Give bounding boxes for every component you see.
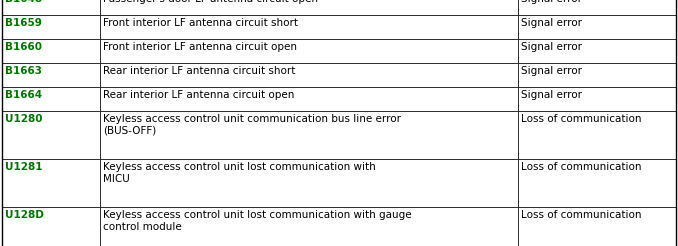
Bar: [518, 0, 676, 15]
Text: Signal error: Signal error: [521, 0, 582, 4]
Text: Keyless access control unit lost communication with gauge
control module: Keyless access control unit lost communi…: [103, 210, 412, 231]
Text: Signal error: Signal error: [521, 66, 582, 76]
Text: B1664: B1664: [5, 90, 42, 100]
Text: Signal error: Signal error: [521, 42, 582, 52]
Text: Rear interior LF antenna circuit short: Rear interior LF antenna circuit short: [103, 66, 296, 76]
Bar: [2, 87, 100, 111]
Bar: [518, 111, 676, 159]
Bar: [2, 63, 100, 87]
Text: U128D: U128D: [5, 210, 44, 220]
Bar: [518, 39, 676, 63]
Bar: [2, 159, 100, 207]
Bar: [518, 15, 676, 39]
Text: Front interior LF antenna circuit short: Front interior LF antenna circuit short: [103, 18, 298, 28]
Bar: [518, 63, 676, 87]
Text: Keyless access control unit communication bus line error
(BUS-OFF): Keyless access control unit communicatio…: [103, 114, 401, 136]
Text: Signal error: Signal error: [521, 18, 582, 28]
Bar: [100, 15, 518, 39]
Text: B1663: B1663: [5, 66, 42, 76]
Bar: [100, 0, 518, 15]
Bar: [100, 39, 518, 63]
Text: Passenger's door LF antenna circuit open: Passenger's door LF antenna circuit open: [103, 0, 318, 4]
Text: U1281: U1281: [5, 162, 43, 172]
Text: U1280: U1280: [5, 114, 43, 124]
Text: Loss of communication: Loss of communication: [521, 162, 641, 172]
Text: Loss of communication: Loss of communication: [521, 210, 641, 220]
Bar: [2, 111, 100, 159]
Bar: [2, 15, 100, 39]
Text: B1660: B1660: [5, 42, 42, 52]
Bar: [2, 207, 100, 246]
Bar: [518, 159, 676, 207]
Bar: [100, 159, 518, 207]
Bar: [100, 111, 518, 159]
Bar: [518, 87, 676, 111]
Bar: [100, 87, 518, 111]
Bar: [100, 63, 518, 87]
Text: Front interior LF antenna circuit open: Front interior LF antenna circuit open: [103, 42, 297, 52]
Bar: [2, 39, 100, 63]
Bar: [2, 0, 100, 15]
Text: Keyless access control unit lost communication with
MICU: Keyless access control unit lost communi…: [103, 162, 376, 184]
Text: Loss of communication: Loss of communication: [521, 114, 641, 124]
Text: Rear interior LF antenna circuit open: Rear interior LF antenna circuit open: [103, 90, 294, 100]
Bar: [518, 207, 676, 246]
Bar: [100, 207, 518, 246]
Text: B1659: B1659: [5, 18, 42, 28]
Text: Signal error: Signal error: [521, 90, 582, 100]
Text: B1648: B1648: [5, 0, 42, 4]
